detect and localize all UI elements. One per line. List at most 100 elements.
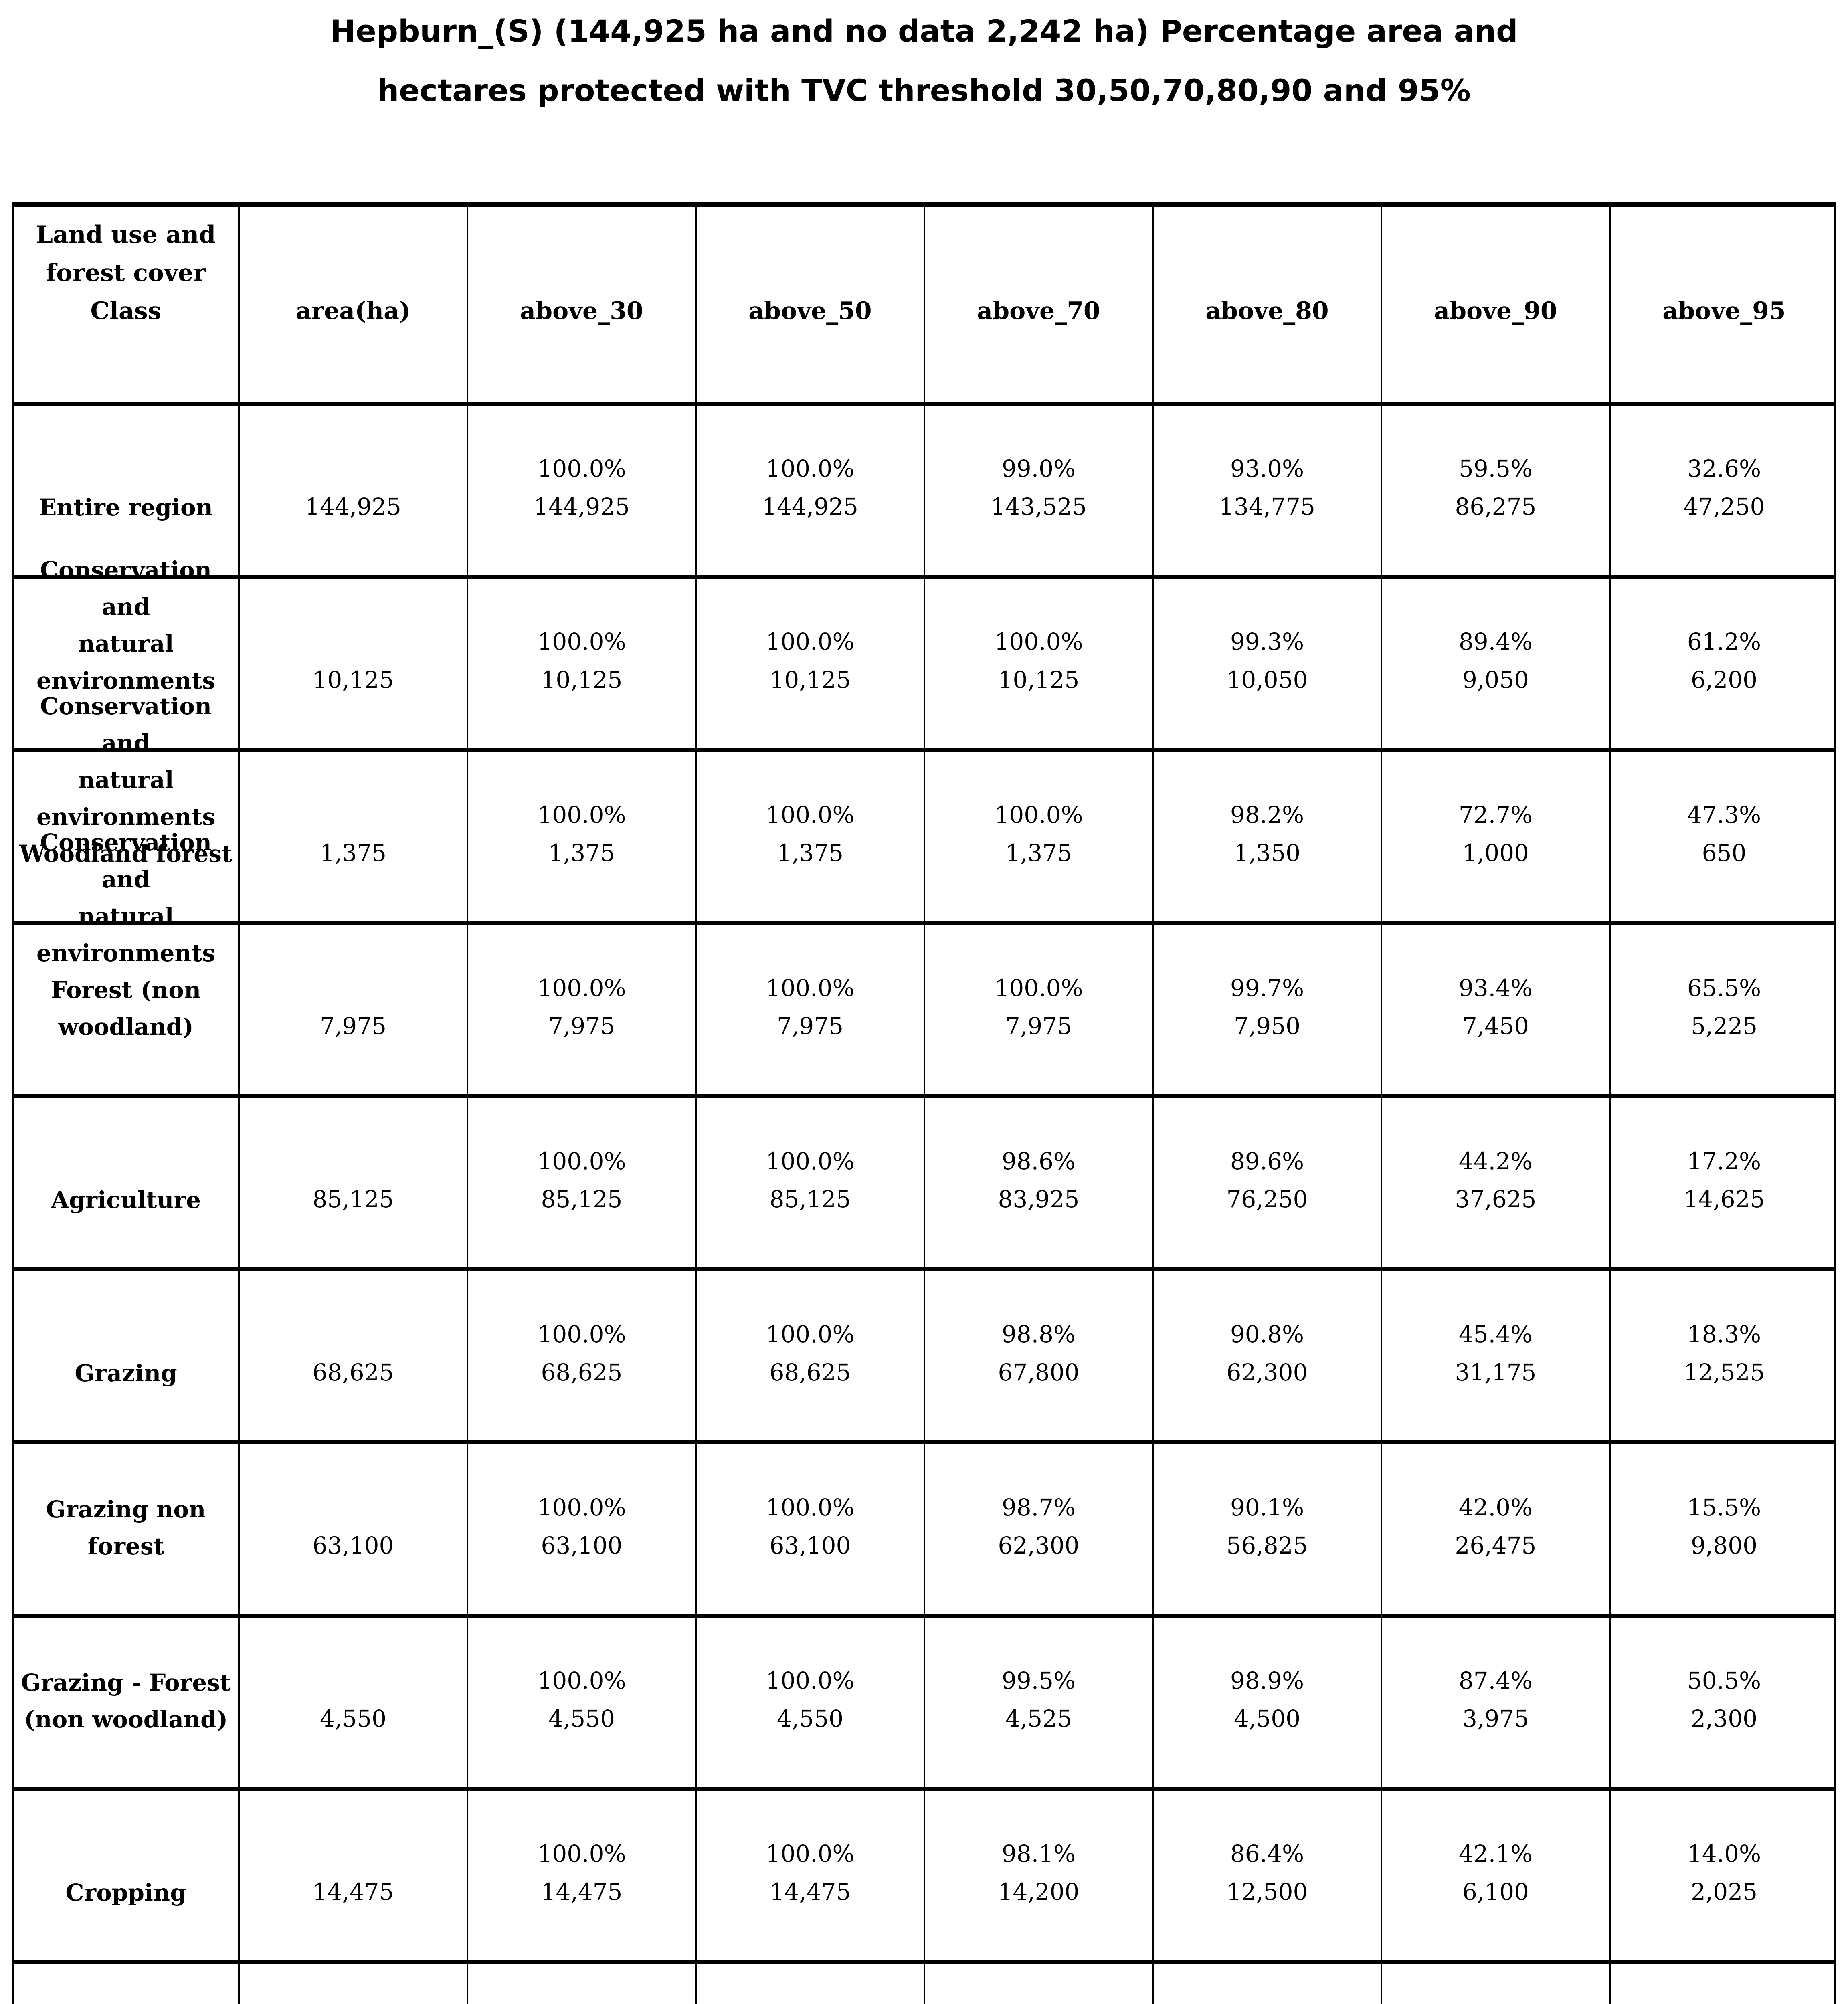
row-label: Grazing non forest xyxy=(46,1496,206,1560)
hectares-value: 62,300 xyxy=(1226,1359,1308,1386)
area-value: 7,975 xyxy=(319,1012,387,1040)
above-70-cell: 98.7% 62,300 xyxy=(924,1444,1152,1614)
area-cell: 1,375 xyxy=(238,752,467,921)
percent-value: 87.4% xyxy=(1458,1667,1533,1694)
hectares-value: 7,450 xyxy=(1462,1012,1529,1040)
hectares-value: 68,625 xyxy=(769,1359,851,1386)
above-90-cell: 45.4% 31,175 xyxy=(1381,1271,1609,1440)
table-row: Irrigation 1,950 100.0%1,950 100.0%1,950… xyxy=(14,1960,1834,2004)
above-50-cell: 100.0% 4,550 xyxy=(695,1618,924,1787)
hectares-value: 7,975 xyxy=(776,1012,844,1040)
hectares-value: 14,475 xyxy=(541,1878,623,1905)
percent-value: 100.0% xyxy=(994,628,1083,655)
hectares-value: 6,100 xyxy=(1462,1878,1529,1905)
above-90-cell: 42.1% 6,100 xyxy=(1381,1791,1609,1960)
row-label-cell: Conservation and natural environments Wo… xyxy=(14,693,238,921)
above-90-cell: 59.5% 86,275 xyxy=(1381,406,1609,575)
hectares-value: 650 xyxy=(1702,839,1747,867)
area-value: 1,375 xyxy=(319,839,387,867)
row-label: Conservation and natural environments xyxy=(36,556,216,694)
above-90-cell: 93.4% 7,450 xyxy=(1381,925,1609,1094)
hectares-value: 4,500 xyxy=(1233,1705,1301,1732)
above-80-cell: 70.5%1,375 xyxy=(1152,1964,1381,2004)
above-30-cell: 100.0% 1,375 xyxy=(467,752,695,921)
table-row: Conservation and natural environments 10… xyxy=(14,556,1834,748)
percent-value: 100.0% xyxy=(537,1840,626,1867)
above-90-cell: 15.4%300 xyxy=(1381,1964,1609,2004)
area-value: 10,125 xyxy=(312,666,394,693)
percent-value: 98.6% xyxy=(1001,1147,1076,1175)
table-row: Grazing non forest 63,100 100.0% 63,100 1… xyxy=(14,1440,1834,1614)
hectares-value: 1,000 xyxy=(1462,839,1529,867)
above-30-cell: 100.0% 85,125 xyxy=(467,1098,695,1267)
hectares-value: 67,800 xyxy=(998,1359,1080,1386)
percent-value: 100.0% xyxy=(537,1147,626,1175)
hectares-value: 14,475 xyxy=(769,1878,851,1905)
above-30-cell: 100.0% 7,975 xyxy=(467,925,695,1094)
above-90-cell: 42.0% 26,475 xyxy=(1381,1444,1609,1614)
area-value: 85,125 xyxy=(312,1186,394,1213)
percent-value: 90.1% xyxy=(1230,1494,1304,1521)
percent-value: 90.8% xyxy=(1230,1321,1304,1348)
area-cell: 68,625 xyxy=(238,1271,467,1440)
row-label-cell: Grazing - Forest (non woodland) xyxy=(14,1618,238,1787)
percent-value: 100.0% xyxy=(766,1494,855,1521)
header-cell-above-30: above_30 xyxy=(467,207,695,402)
hectares-value: 134,775 xyxy=(1219,493,1315,520)
hectares-value: 14,200 xyxy=(998,1878,1080,1905)
area-cell: 4,550 xyxy=(238,1618,467,1787)
percent-value: 93.4% xyxy=(1458,974,1533,1002)
table-row: Grazing - Forest (non woodland) 4,550 10… xyxy=(14,1614,1834,1787)
above-30-cell: 100.0% 63,100 xyxy=(467,1444,695,1614)
table-row: Grazing 68,625 100.0% 68,625 100.0% 68,625… xyxy=(14,1267,1834,1440)
hectares-value: 62,300 xyxy=(998,1532,1080,1559)
percent-value: 100.0% xyxy=(766,1321,855,1348)
above-70-cell: 100.0% 10,125 xyxy=(924,579,1152,748)
header-cell-above-95: above_95 xyxy=(1609,207,1838,402)
above-70-cell: 98.8% 67,800 xyxy=(924,1271,1152,1440)
percent-value: 98.1% xyxy=(1001,1840,1076,1867)
hectares-value: 9,050 xyxy=(1462,666,1529,693)
above-80-cell: 89.6% 76,250 xyxy=(1152,1098,1381,1267)
hectares-value: 76,250 xyxy=(1226,1186,1308,1213)
percent-value: 100.0% xyxy=(994,801,1083,828)
percent-value: 100.0% xyxy=(766,1840,855,1867)
area-cell: 85,125 xyxy=(238,1098,467,1267)
hectares-value: 9,800 xyxy=(1690,1532,1758,1559)
percent-value: 61.2% xyxy=(1687,628,1761,655)
row-label-cell: Entire region xyxy=(14,406,238,575)
header-cell-area: area(ha) xyxy=(238,207,467,402)
hectares-value: 1,375 xyxy=(1005,839,1072,867)
above-30-cell: 100.0% 4,550 xyxy=(467,1618,695,1787)
area-cell: 7,975 xyxy=(238,925,467,1094)
above-50-cell: 100.0% 14,475 xyxy=(695,1791,924,1960)
percent-value: 100.0% xyxy=(537,628,626,655)
above-80-cell: 86.4% 12,500 xyxy=(1152,1791,1381,1960)
percent-value: 98.2% xyxy=(1230,801,1304,828)
percent-value: 100.0% xyxy=(766,628,855,655)
hectares-value: 144,925 xyxy=(534,493,630,520)
hectares-value: 1,375 xyxy=(776,839,844,867)
above-70-cell: 98.1% 14,200 xyxy=(924,1791,1152,1960)
above-90-cell: 89.4% 9,050 xyxy=(1381,579,1609,748)
percent-value: 42.0% xyxy=(1458,1494,1533,1521)
above-80-cell: 99.3% 10,050 xyxy=(1152,579,1381,748)
above-95-cell: 3.8%75 xyxy=(1609,1964,1838,2004)
row-label-cell: Cropping xyxy=(14,1791,238,1960)
above-50-cell: 100.0% 10,125 xyxy=(695,579,924,748)
hectares-value: 47,250 xyxy=(1683,493,1765,520)
table-row: Agriculture 85,125 100.0% 85,125 100.0% 85… xyxy=(14,1094,1834,1267)
above-95-cell: 65.5% 5,225 xyxy=(1609,925,1838,1094)
table-header-row: Land use and forest cover Class area(ha)… xyxy=(14,207,1834,402)
percent-value: 59.5% xyxy=(1458,455,1533,482)
percent-value: 98.7% xyxy=(1001,1494,1076,1521)
above-80-cell: 99.7% 7,950 xyxy=(1152,925,1381,1094)
percent-value: 100.0% xyxy=(766,974,855,1002)
percent-value: 100.0% xyxy=(537,974,626,1002)
percent-value: 99.5% xyxy=(1001,1667,1076,1694)
table-row: Entire region 144,925 100.0% 144,925 100.… xyxy=(14,402,1834,575)
percent-value: 99.7% xyxy=(1230,974,1304,1002)
row-label-cell: Conservation and natural environments Fo… xyxy=(14,829,238,1094)
above-80-cell: 93.0% 134,775 xyxy=(1152,406,1381,575)
area-cell: 14,475 xyxy=(238,1791,467,1960)
